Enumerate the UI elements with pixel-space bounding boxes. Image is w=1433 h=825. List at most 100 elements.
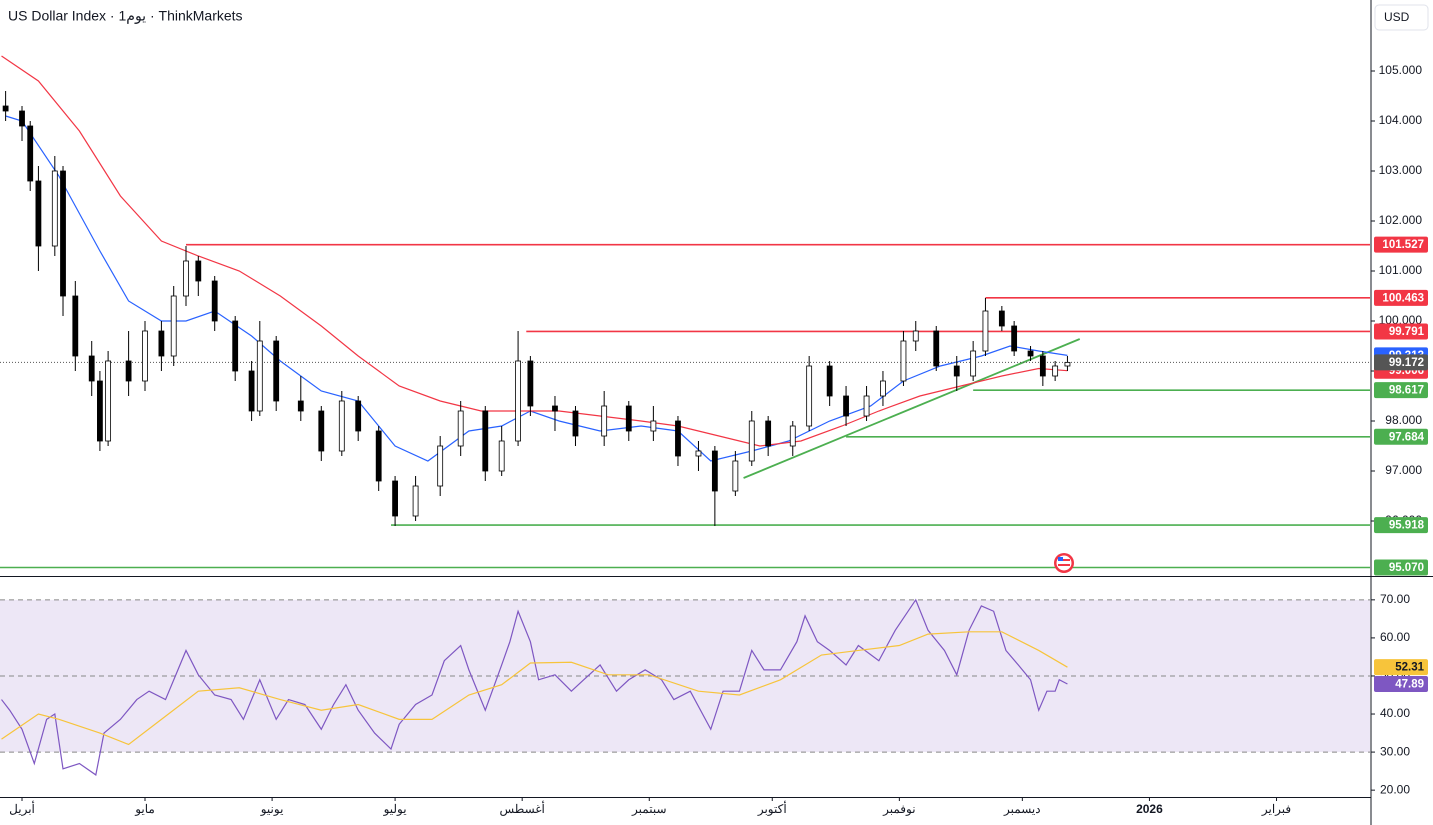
candle-body [1064, 361, 1071, 367]
candle-body [1027, 350, 1034, 357]
plot [0, 55, 1370, 776]
candle-body [711, 450, 718, 492]
y-tick-label: 70.00 [1380, 592, 1410, 606]
candle-body [953, 365, 960, 377]
candle-body [732, 460, 739, 492]
price-badge-label: 99.791 [1389, 326, 1425, 338]
candle-body [338, 400, 345, 452]
unit-button[interactable] [1374, 4, 1429, 31]
y-tick-label: 97.000 [1385, 463, 1422, 477]
price-badge [1374, 354, 1428, 371]
candle-body [806, 365, 813, 427]
price-badge-label: 98.617 [1389, 385, 1424, 397]
candle-body [675, 420, 681, 457]
candle-body [880, 380, 886, 397]
x-tick-label: أبريل [9, 801, 35, 816]
candle-body [142, 330, 148, 382]
candle-body [158, 330, 165, 357]
candle-body [437, 445, 444, 487]
candle-body [933, 330, 940, 367]
x-tick-label: ديسمبر [1003, 802, 1041, 816]
x-tick-label: مايو [134, 802, 155, 816]
price-badge [1374, 289, 1428, 306]
candle-body [97, 380, 103, 442]
candle-body [318, 410, 325, 452]
candle-body [625, 405, 632, 432]
x-tick-label: أكتوبر [757, 801, 787, 816]
candle-body [125, 360, 132, 382]
y-tick-label: 40.00 [1380, 706, 1410, 720]
candle-body [412, 485, 419, 517]
candle-body [170, 295, 177, 357]
price-badge [1374, 323, 1428, 340]
candle-body [297, 400, 304, 412]
candle-body [27, 125, 34, 182]
price-badge-label: 47.89 [1395, 679, 1424, 691]
candle-body [998, 310, 1005, 327]
candle-body [248, 370, 255, 412]
candle-body [863, 395, 870, 417]
price-badge [1374, 236, 1428, 253]
candle-body [195, 260, 202, 282]
price-badge [1374, 675, 1428, 692]
y-tick-label: 101.000 [1379, 263, 1423, 277]
candle-body [498, 440, 505, 472]
price-badge-label: 95.070 [1389, 562, 1424, 574]
candle-body [60, 170, 66, 297]
candle-body [695, 450, 702, 457]
candle-body [355, 400, 362, 432]
price-badge [1374, 517, 1428, 534]
candle-body [1011, 325, 1018, 352]
y-tick-label: 103.000 [1379, 163, 1423, 177]
y-tick-label: 60.00 [1380, 630, 1410, 644]
x-tick-label: فبراير [1261, 802, 1291, 816]
moving-average [1, 55, 1068, 447]
candle-body [256, 340, 263, 412]
candle-body [982, 310, 989, 352]
candle-body [2, 105, 9, 112]
x-tick-label: يونيو [260, 802, 284, 816]
flag-icon [1054, 553, 1074, 573]
price-badge [1374, 559, 1428, 576]
x-tick-label: 2026 [1136, 802, 1163, 816]
candle-body [843, 395, 849, 417]
y-tick-label: 102.000 [1379, 213, 1423, 227]
price-badge-label: 99.172 [1389, 357, 1424, 369]
x-tick-label: أغسطس [499, 801, 544, 816]
candle-body [392, 480, 398, 517]
candle-body [211, 280, 218, 322]
candle-body [457, 410, 464, 447]
y-tick-label: 20.00 [1380, 782, 1410, 796]
candle-body [1039, 355, 1046, 377]
y-tick-label: 105.000 [1379, 63, 1423, 77]
candle-body [515, 360, 521, 442]
candle-body [748, 420, 755, 462]
candle-body [650, 420, 657, 432]
chart-title: US Dollar Index · 1يوم · ThinkMarkets [8, 8, 243, 25]
candle-body [970, 350, 977, 377]
rsi-line [1, 631, 1068, 746]
y-tick-label: 98.000 [1385, 413, 1422, 427]
x-tick-label: يوليو [383, 802, 407, 816]
unit-label[interactable]: USD [1384, 10, 1410, 24]
x-tick-label: سبتمبر [631, 802, 666, 816]
y-tick-label: 30.00 [1380, 744, 1410, 758]
price-badge-label: 95.918 [1389, 520, 1425, 532]
price-badge [1374, 428, 1428, 445]
y-tick-label: 104.000 [1379, 113, 1423, 127]
candle-body [572, 410, 579, 437]
candle-body [183, 260, 189, 297]
candle-body [35, 180, 42, 247]
price-badge-label: 100.463 [1382, 292, 1424, 304]
price-badge-label: 52.31 [1395, 662, 1424, 674]
candle-body [51, 170, 58, 247]
candle-body [375, 430, 382, 482]
candle-body [826, 365, 833, 397]
axes: 96.00097.00098.00099.000100.000101.00010… [9, 63, 1428, 816]
candle-body [900, 340, 907, 382]
candle-body [72, 295, 79, 357]
candle-body [552, 405, 558, 412]
rsi-line [1, 598, 1068, 776]
candle-body [912, 330, 919, 342]
